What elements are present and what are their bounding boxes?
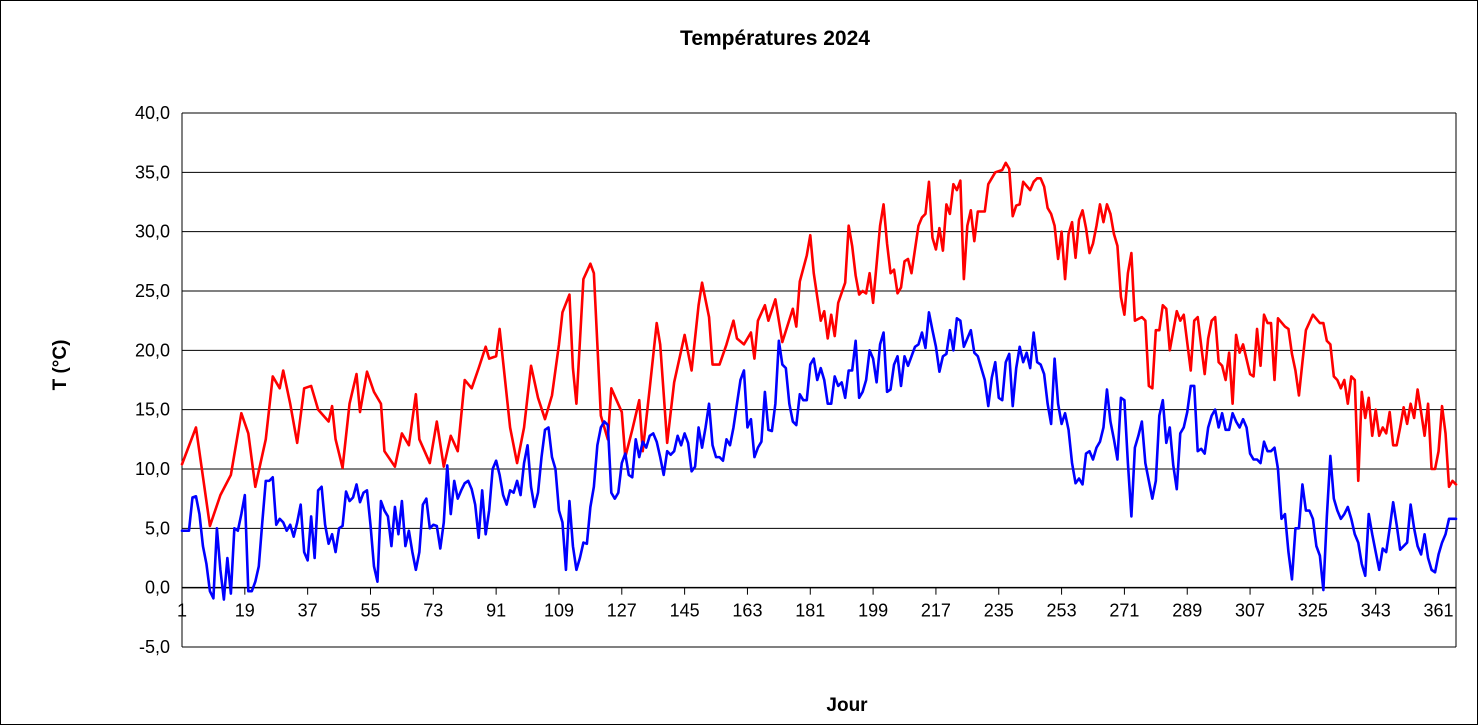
x-tick-label: 307 [1235,601,1265,621]
x-tick-label: 361 [1424,601,1454,621]
x-axis-title: Jour [826,695,868,716]
x-tick-label: 145 [670,601,700,621]
x-tick-label: 73 [423,601,443,621]
x-tick-label: 19 [235,601,255,621]
chart-title: Températures 2024 [680,27,870,50]
y-tick-label: 25,0 [135,281,170,301]
y-tick-label: 40,0 [135,103,170,123]
x-tick-label: 91 [486,601,506,621]
x-tick-label: 325 [1298,601,1328,621]
series-line-blue [180,311,1458,601]
y-tick-label: 0,0 [145,578,170,598]
x-tick-label: 235 [984,601,1014,621]
x-tick-label: 127 [607,601,637,621]
y-tick-label: 10,0 [135,459,170,479]
x-tick-label: 109 [544,601,574,621]
x-tick-label: 217 [921,601,951,621]
x-tick-label: 253 [1047,601,1077,621]
y-tick-label: 30,0 [135,222,170,242]
x-tick-label: 343 [1361,601,1391,621]
y-tick-label: 20,0 [135,340,170,360]
y-tick-label: 35,0 [135,162,170,182]
y-tick-label: 15,0 [135,400,170,420]
series-line-red [180,161,1458,528]
x-tick-label: 1 [177,601,187,621]
y-axis-title: T (°C) [50,340,71,391]
x-tick-label: 289 [1172,601,1202,621]
x-tick-label: 37 [298,601,318,621]
y-tick-label: 5,0 [145,518,170,538]
plot-area: -5,0 0,0 5,0 10,0 15,0 20,0 25,0 30,0 35,0 40,0 1 1… [135,103,1458,657]
x-tick-label: 163 [732,601,762,621]
y-tick-label: -5,0 [139,637,170,657]
x-tick-label: 271 [1109,601,1139,621]
x-tick-label: 181 [795,601,825,621]
x-tick-label: 55 [360,601,380,621]
x-tick-label: 199 [858,601,888,621]
